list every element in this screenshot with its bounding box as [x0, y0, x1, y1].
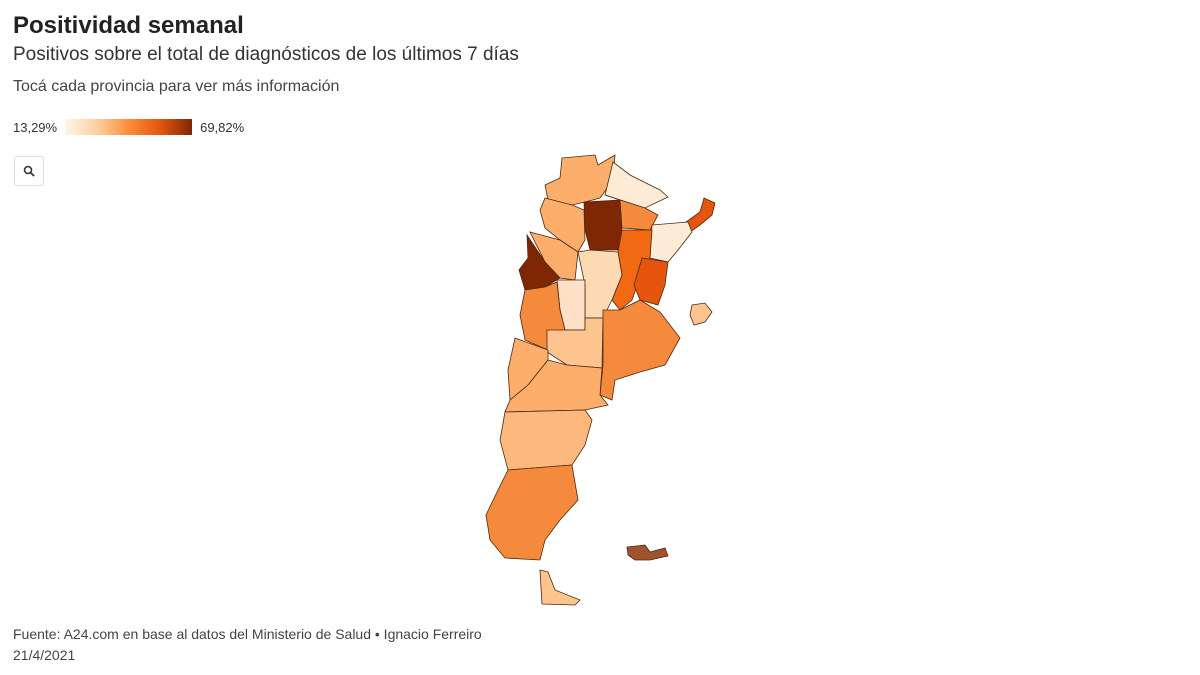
source: Fuente: A24.com en base al datos del Min… [13, 626, 482, 642]
province[interactable] [626, 544, 669, 561]
legend-max: 69,82% [200, 119, 245, 135]
province[interactable] [649, 221, 693, 263]
province[interactable] [499, 409, 593, 471]
province[interactable] [689, 302, 713, 326]
search-icon [23, 165, 35, 177]
legend: 13,29% 69,82% [13, 119, 244, 135]
instruction: Tocá cada provincia para ver más informa… [13, 78, 340, 95]
province[interactable] [633, 257, 669, 306]
province[interactable] [546, 317, 604, 369]
subtitle: Positivos sobre el total de diagnósticos… [13, 44, 519, 65]
legend-min: 13,29% [13, 119, 58, 135]
legend-gradient [65, 119, 193, 135]
province[interactable] [504, 359, 609, 413]
province[interactable] [583, 199, 623, 251]
province[interactable] [544, 154, 616, 206]
province[interactable] [539, 569, 581, 606]
date: 21/4/2021 [13, 647, 76, 663]
province[interactable] [485, 464, 579, 561]
province[interactable] [685, 197, 716, 233]
title: Positividad semanal [13, 12, 244, 39]
province[interactable] [599, 299, 681, 401]
search-button[interactable] [14, 156, 44, 186]
